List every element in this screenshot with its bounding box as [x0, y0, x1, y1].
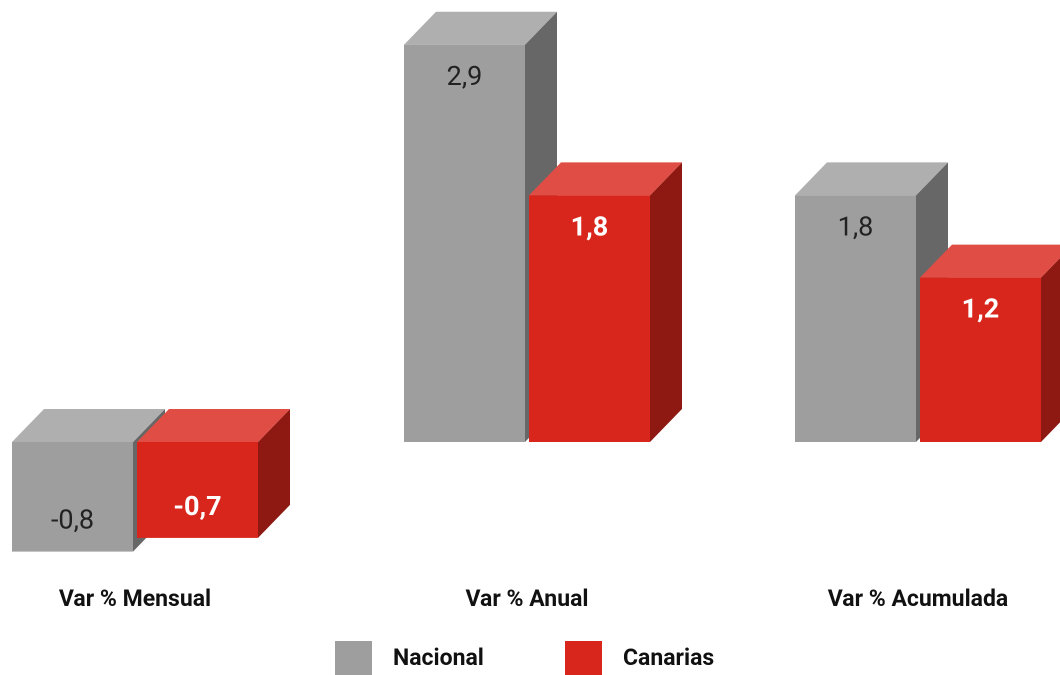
bar-side [258, 409, 290, 538]
bar-side [650, 162, 682, 442]
bar-front [404, 44, 525, 442]
bar-front [12, 442, 133, 552]
bar-front [795, 195, 916, 442]
legend-label: Canarias [623, 644, 714, 671]
value-label: 1,2 [962, 293, 1000, 325]
bar-top [137, 409, 290, 442]
x-tick-label: Var % Anual [466, 585, 589, 612]
legend-label: Nacional [393, 644, 484, 671]
bar-top [920, 244, 1060, 278]
value-label: 1,8 [838, 211, 874, 243]
legend-swatch [565, 641, 602, 675]
value-label: -0,8 [51, 504, 94, 536]
bar-top [12, 409, 165, 442]
x-tick-label: Var % Mensual [59, 585, 211, 612]
bar-top [795, 162, 948, 196]
value-label: 2,9 [447, 60, 483, 92]
x-tick-label: Var % Acumulada [828, 585, 1008, 612]
bar [920, 244, 1060, 442]
legend-swatch [335, 641, 372, 675]
bar-front [920, 277, 1041, 442]
value-label: 1,8 [571, 211, 609, 243]
bar-front [137, 442, 258, 538]
bar-top [529, 162, 682, 196]
bar [137, 409, 290, 538]
bar [529, 162, 682, 442]
bar-side [1041, 258, 1060, 442]
bar-front [529, 195, 650, 442]
bar-top [404, 11, 557, 45]
value-label: -0,7 [173, 490, 221, 522]
